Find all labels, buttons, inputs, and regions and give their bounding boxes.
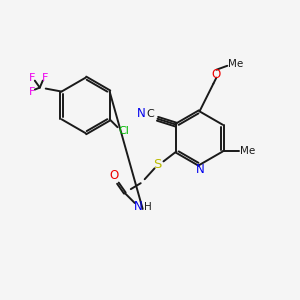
Text: Me: Me [228, 59, 243, 69]
Text: H: H [144, 202, 152, 212]
Text: O: O [109, 169, 119, 182]
Text: N: N [137, 107, 146, 120]
Text: F: F [41, 73, 48, 83]
Text: S: S [153, 158, 162, 171]
Text: Me: Me [240, 146, 255, 157]
Text: C: C [147, 109, 154, 119]
Text: O: O [212, 68, 221, 81]
Text: F: F [29, 86, 35, 97]
Text: N: N [134, 200, 143, 214]
Text: F: F [29, 73, 35, 83]
Text: Cl: Cl [118, 126, 129, 136]
Text: N: N [196, 163, 205, 176]
